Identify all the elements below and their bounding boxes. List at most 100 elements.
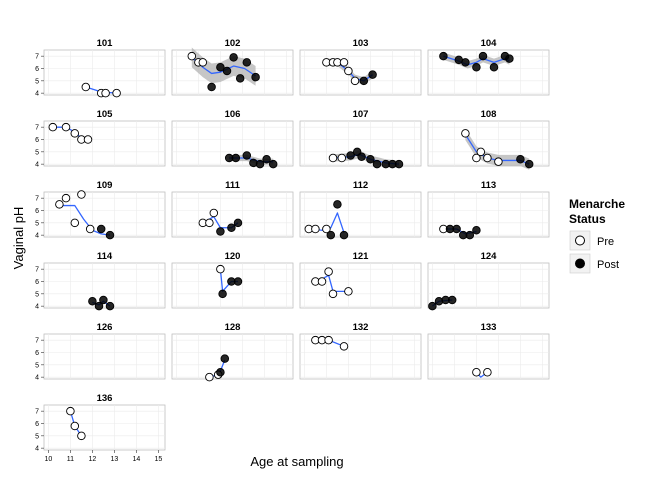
y-tick-label: 6: [35, 279, 39, 286]
data-point-pre: [209, 208, 219, 218]
data-point-post: [216, 63, 225, 72]
data-point-post: [461, 58, 470, 67]
data-point-pre: [198, 58, 208, 67]
data-point-post: [333, 200, 342, 209]
data-point-post: [516, 154, 525, 164]
legend-title-line-1: Menarche: [569, 197, 625, 211]
data-point-pre: [483, 367, 492, 377]
smooth-line: [191, 56, 256, 77]
legend-open-circle-icon: [575, 235, 585, 246]
facet-panel-136: 136 4 5 6 7 10 11 12 13 14 15: [35, 393, 166, 463]
data-point-pre: [77, 190, 86, 199]
y-tick-label: 7: [35, 409, 39, 416]
data-point-pre: [85, 224, 95, 234]
facet-title: 105: [97, 109, 114, 120]
facet-panel-120: 120: [171, 251, 294, 309]
data-point-pre: [48, 122, 58, 132]
y-tick-label: 4: [35, 304, 39, 311]
facet-title: 111: [225, 180, 241, 191]
panel-background: [299, 262, 422, 309]
data-point-pre: [70, 218, 80, 228]
data-point-post: [94, 301, 104, 311]
data-point-pre: [112, 88, 121, 98]
data-point-pre: [66, 406, 75, 416]
data-point-pre: [311, 224, 320, 234]
y-tick-label: 4: [35, 375, 39, 382]
data-point-pre: [81, 82, 91, 92]
data-point-pre: [205, 372, 214, 382]
facet-panel-106: 106: [171, 109, 294, 169]
data-point-post: [478, 51, 488, 61]
data-point-post: [359, 76, 369, 86]
data-point-post: [233, 277, 243, 286]
data-point-post: [207, 82, 216, 92]
facet-title: 133: [481, 322, 497, 333]
y-tick-label: 5: [35, 362, 39, 369]
data-point-post: [227, 223, 236, 233]
x-tick-label: 15: [155, 456, 163, 463]
facet-panel-132: 132: [299, 322, 422, 380]
data-point-pre: [61, 122, 71, 132]
y-tick-label: 6: [35, 421, 39, 428]
y-tick-label: 7: [35, 267, 39, 274]
legend-label-pre: Pre: [597, 236, 614, 248]
data-point-post: [366, 154, 375, 164]
y-tick-label: 6: [35, 208, 39, 215]
y-tick-label: 5: [35, 220, 39, 227]
panel-background: [171, 333, 294, 380]
data-point-pre: [328, 289, 338, 299]
facet-panel-133: 133: [427, 322, 550, 380]
data-point-post: [339, 230, 349, 240]
facet-panel-107: 107: [299, 109, 422, 169]
y-tick-label: 4: [35, 233, 39, 240]
data-point-post: [105, 230, 115, 240]
smooth-line: [59, 204, 111, 236]
x-tick-label: 10: [45, 456, 53, 463]
facet-title: 104: [481, 38, 498, 49]
data-point-post: [452, 224, 461, 234]
data-point-pre: [216, 264, 225, 274]
data-point-post: [505, 54, 514, 63]
x-axis-label: Age at sampling: [250, 454, 343, 469]
facet-panel-103: 103: [299, 38, 422, 96]
y-axis-label: Vaginal pH: [11, 207, 26, 270]
y-tick-label: 4: [35, 91, 39, 98]
legend-label-post: Post: [597, 259, 619, 271]
x-tick-label: 14: [133, 456, 141, 463]
facet-title: 128: [225, 322, 241, 333]
y-tick-label: 4: [35, 446, 39, 453]
facet-panel-114: 114 4 5 6 7: [35, 251, 166, 311]
data-point-pre: [344, 287, 353, 296]
facet-panel-128: 128: [171, 322, 294, 382]
y-tick-label: 6: [35, 66, 39, 73]
data-point-post: [251, 72, 260, 82]
data-point-post: [447, 295, 457, 305]
data-point-post: [372, 159, 382, 169]
data-point-post: [268, 159, 278, 169]
panel-background: [43, 404, 166, 451]
data-point-post: [229, 53, 238, 62]
facet-panel-108: 108: [427, 109, 550, 170]
data-point-post: [233, 218, 243, 228]
data-point-pre: [324, 267, 333, 276]
facet-title: 101: [97, 38, 114, 49]
data-point-pre: [350, 76, 360, 86]
y-tick-label: 5: [35, 149, 39, 156]
facet-title: 113: [481, 180, 496, 191]
data-point-post: [216, 367, 225, 377]
data-point-post: [428, 301, 437, 311]
facet-title: 126: [97, 322, 113, 333]
data-point-post: [105, 301, 115, 311]
data-point-pre: [77, 431, 86, 441]
y-tick-label: 7: [35, 196, 39, 203]
data-point-post: [220, 354, 230, 363]
data-point-pre: [55, 200, 64, 209]
data-point-post: [524, 159, 534, 169]
data-point-pre: [472, 367, 481, 377]
data-point-post: [242, 58, 252, 67]
data-point-post: [346, 151, 355, 160]
data-point-pre: [70, 421, 80, 431]
facet-panel-104: 104: [427, 38, 550, 96]
